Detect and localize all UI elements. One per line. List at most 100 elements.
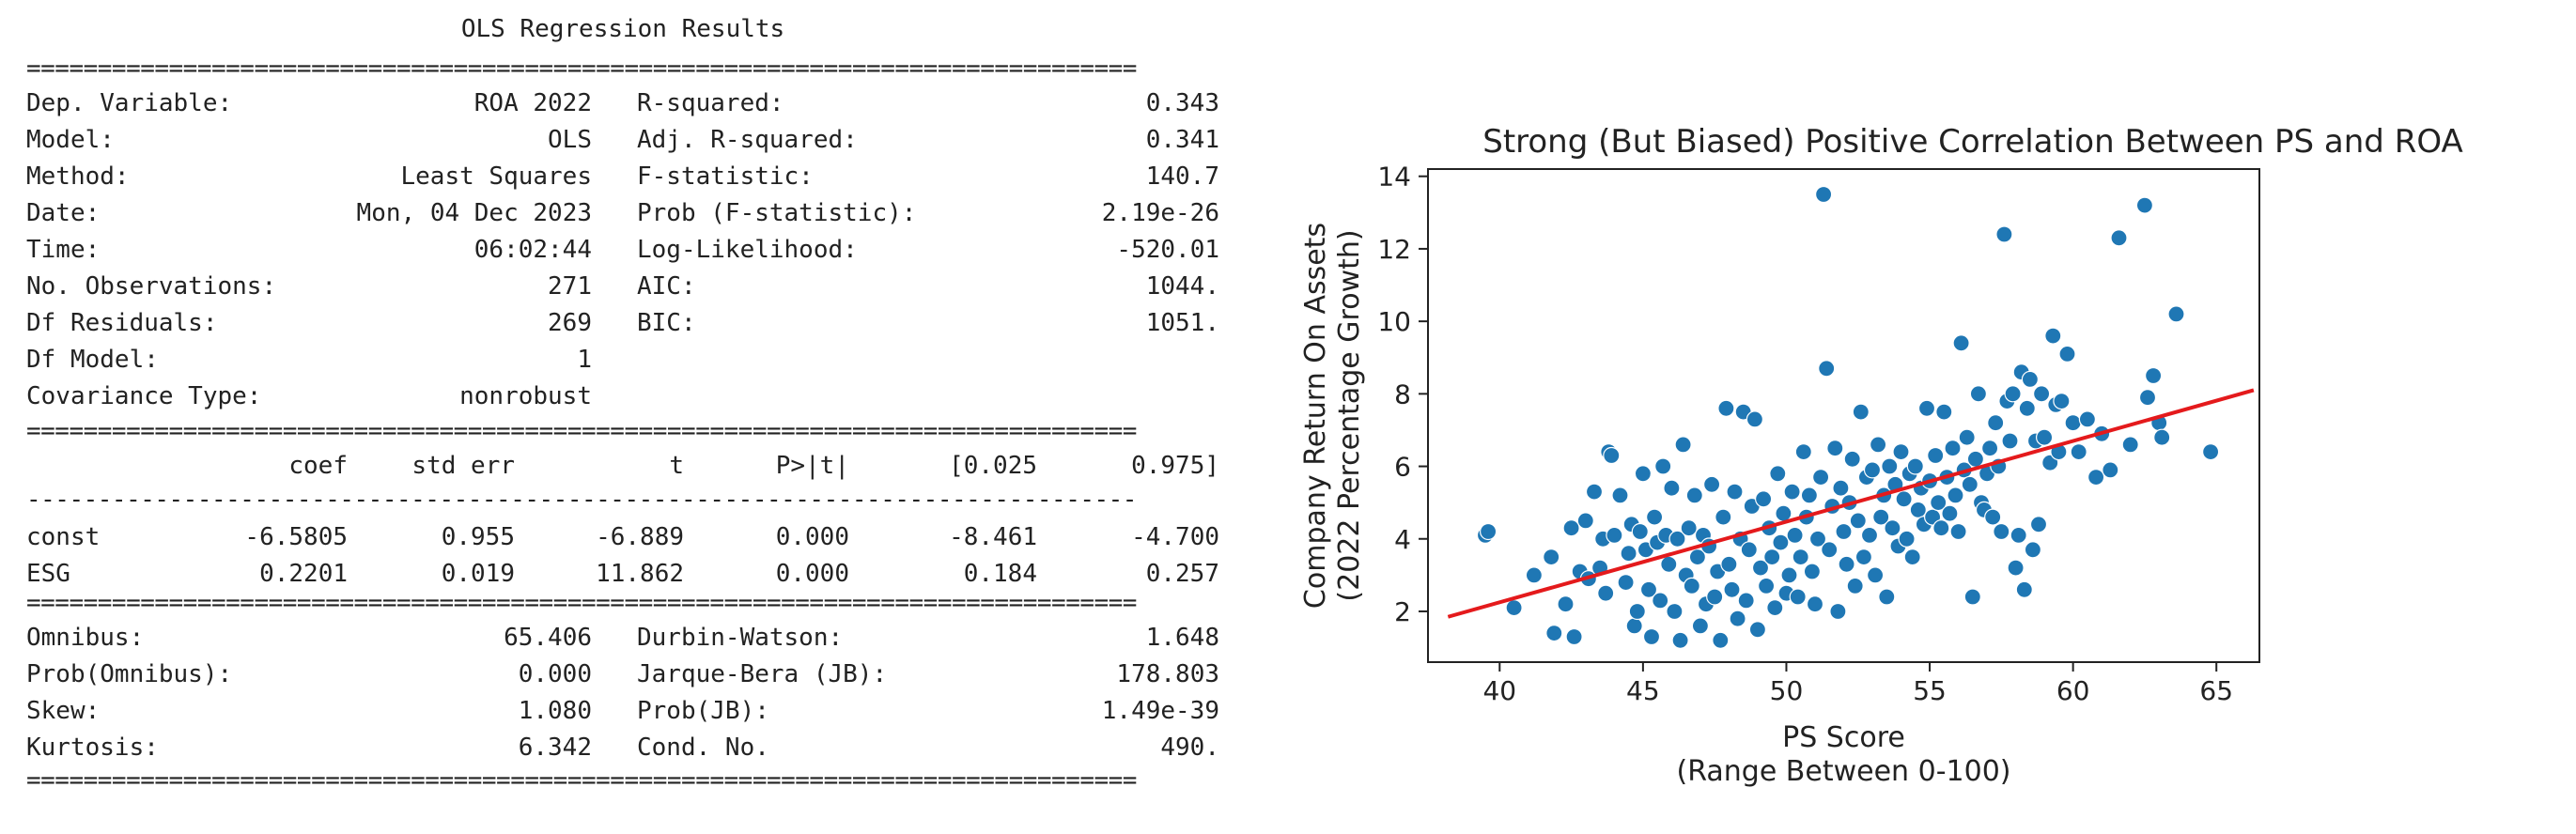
data-point [1597, 584, 1615, 602]
data-point [1505, 598, 1523, 617]
coef-cell: -6.889 [596, 523, 684, 551]
data-point [1932, 519, 1950, 537]
data-point [1772, 533, 1790, 551]
diag-label: Prob(JB): [637, 697, 769, 725]
data-point [1969, 385, 1988, 403]
data-point [2053, 393, 2071, 410]
data-point [1803, 563, 1822, 580]
data-point [2144, 366, 2163, 385]
data-point [1585, 483, 1604, 501]
data-point [2121, 436, 2139, 454]
data-point [1740, 541, 1758, 559]
data-point [1852, 403, 1870, 421]
summary-value: 1051. [1145, 309, 1219, 337]
data-point [1688, 548, 1706, 566]
data-point [1715, 508, 1732, 526]
data-point [2138, 389, 2157, 407]
data-point [1666, 602, 1684, 621]
data-point [1843, 450, 1861, 468]
data-point [1949, 522, 1967, 541]
diag-value: 1.648 [1145, 624, 1219, 652]
y-tick-label: 14 [1377, 162, 1411, 193]
data-point [2029, 516, 2048, 533]
data-point [2087, 469, 2105, 486]
summary-label: Covariance Type: [26, 382, 262, 410]
coef-header: 0.975] [1131, 452, 1219, 480]
data-point [1685, 486, 1703, 504]
data-point [1620, 545, 1637, 563]
data-point [1780, 566, 1798, 584]
diag-value: 490. [1160, 734, 1219, 762]
data-point [1642, 627, 1661, 646]
summary-value: Least Squares [400, 162, 593, 191]
data-point [2102, 461, 2119, 479]
data-point [1639, 580, 1658, 598]
data-point [1808, 530, 1827, 548]
summary-label: Adj. R-squared: [637, 126, 858, 154]
data-point [2070, 443, 2087, 461]
data-point [1748, 621, 1767, 639]
data-point [1603, 446, 1621, 465]
diag-value: 0.000 [518, 660, 592, 688]
data-point [1646, 508, 1664, 526]
data-point [1617, 573, 1635, 592]
data-point [2007, 559, 2025, 577]
data-point [2021, 370, 2040, 388]
data-point [2110, 229, 2128, 247]
data-point [1789, 588, 1807, 606]
coef-cell: 0.955 [441, 523, 515, 551]
diag-label: Kurtosis: [26, 734, 159, 762]
data-point [1866, 566, 1885, 584]
data-point [1963, 588, 1981, 606]
summary-label: No. Observations: [26, 272, 277, 301]
data-point [1944, 440, 1962, 457]
data-point [1800, 486, 1819, 504]
summary-label: Log-Likelihood: [637, 236, 858, 264]
chart-title: Strong (But Biased) Positive Correlation… [1482, 123, 2463, 161]
rule-double: ========================================… [26, 417, 1137, 445]
data-point [2167, 305, 2185, 323]
summary-value: -520.01 [1116, 236, 1219, 264]
data-point [2153, 428, 2171, 446]
data-point [2201, 443, 2220, 461]
data-point [1811, 469, 1830, 486]
summary-label: Time: [26, 236, 101, 264]
data-point [1576, 512, 1594, 530]
summary-value: 1 [577, 346, 592, 374]
coef-cell: 0.257 [1145, 560, 1219, 588]
data-point [2010, 526, 2027, 544]
data-point [1829, 602, 1847, 621]
data-point [1754, 490, 1773, 508]
coef-row-name: ESG [26, 560, 70, 588]
data-point [1706, 588, 1724, 606]
data-point [1726, 483, 1744, 501]
coef-cell: 0.000 [775, 523, 849, 551]
summary-label: Df Model: [26, 346, 159, 374]
data-point [1952, 334, 1970, 352]
data-point [1895, 490, 1913, 508]
data-point [1562, 519, 1580, 537]
data-point [1854, 548, 1873, 566]
summary-value: 2.19e-26 [1101, 199, 1219, 227]
coef-header: std err [411, 452, 515, 480]
diag-value: 6.342 [518, 734, 592, 762]
data-point [2001, 432, 2019, 450]
summary-value: 140.7 [1145, 162, 1219, 191]
data-point [1872, 508, 1890, 526]
x-tick-label: 45 [1626, 675, 1660, 706]
summary-value: 271 [548, 272, 592, 301]
ols-summary: OLS Regression Results ==================… [26, 11, 1219, 810]
data-point [2004, 385, 2022, 403]
data-point [1941, 504, 1959, 522]
data-point [1683, 577, 1700, 595]
summary-label: Df Residuals: [26, 309, 218, 337]
data-point [1832, 479, 1850, 497]
coef-header: P>|t| [775, 452, 849, 480]
data-point [1525, 566, 1543, 584]
summary-value: 1044. [1145, 272, 1219, 301]
data-point [1884, 519, 1901, 537]
data-point [1652, 592, 1669, 610]
coef-cell: -6.5805 [244, 523, 348, 551]
data-point [1849, 512, 1867, 530]
data-point [1674, 436, 1692, 454]
